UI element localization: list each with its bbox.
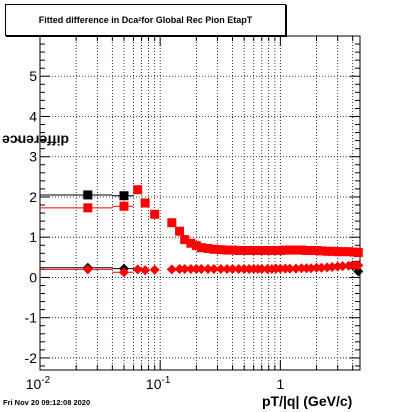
data-point-diamond — [179, 263, 190, 274]
y-axis-label-main: difference in Dca — [0, 132, 70, 148]
data-point-square — [285, 245, 295, 255]
data-point-square — [353, 247, 363, 257]
plot-frame — [39, 35, 361, 371]
data-point-square — [344, 247, 354, 257]
data-point-diamond — [306, 263, 317, 274]
data-point-diamond — [202, 263, 213, 274]
data-point-diamond — [149, 264, 160, 275]
data-point-square — [216, 245, 226, 255]
data-point-square — [140, 198, 150, 208]
data-point-square — [222, 245, 232, 255]
chart-title: Fitted difference in Dca z for Global Rec… — [5, 4, 286, 36]
data-point-square — [228, 245, 238, 255]
x-tick-label: 10-2 — [26, 375, 51, 392]
y-tick-label: 5 — [29, 68, 37, 84]
data-point-diamond — [196, 263, 207, 274]
data-point-square — [291, 245, 301, 255]
data-point-square — [119, 191, 129, 201]
data-point-square — [322, 246, 332, 256]
data-point-diamond — [118, 267, 129, 278]
data-point-diamond — [174, 263, 185, 274]
data-point-square — [83, 190, 93, 200]
data-point-square — [317, 246, 327, 256]
data-point-square — [333, 247, 343, 257]
data-point-square — [150, 209, 160, 219]
chart-title-main: Fitted difference in Dca — [38, 15, 139, 25]
data-point-square — [119, 201, 129, 211]
data-point-square — [133, 185, 143, 195]
data-point-square — [234, 245, 244, 255]
y-tick-label: 3 — [29, 149, 37, 165]
plot-frame-bg — [40, 36, 360, 370]
data-point-square — [203, 243, 213, 253]
data-point-diamond — [82, 264, 93, 275]
data-point-diamond — [353, 260, 364, 271]
data-point-square — [306, 245, 316, 255]
y-tick-label: 4 — [29, 108, 37, 124]
data-point-diamond — [132, 264, 143, 275]
data-point-diamond — [327, 261, 338, 272]
y-tick-label: 1 — [29, 229, 37, 245]
data-point-diamond — [337, 261, 348, 272]
data-point-square — [239, 245, 249, 255]
data-point-diamond — [233, 263, 244, 274]
data-point-square — [209, 244, 219, 254]
data-point-square — [167, 218, 177, 228]
data-point-square — [280, 245, 290, 255]
data-point-diamond — [291, 263, 302, 274]
data-point-diamond — [353, 266, 364, 277]
data-point-diamond — [215, 263, 226, 274]
data-point-square — [244, 245, 254, 255]
chart-title-rest: for Global Rec Pion EtapT — [141, 15, 253, 25]
data-point-square — [297, 245, 307, 255]
data-point-square — [312, 245, 322, 255]
x-axis-label: pT/|q| (GeV/c) — [262, 393, 353, 409]
data-point-diamond — [227, 263, 238, 274]
data-point-square — [257, 245, 267, 255]
data-point-diamond — [140, 265, 151, 276]
data-point-diamond — [284, 263, 295, 274]
y-tick-label: -1 — [25, 310, 38, 326]
data-point-square — [191, 241, 201, 251]
data-point-diamond — [256, 263, 267, 274]
data-point-diamond — [185, 263, 196, 274]
data-point-diamond — [166, 264, 177, 275]
data-point-square — [180, 235, 190, 245]
chart-title-sub: z — [138, 17, 142, 23]
x-tick-label: 1 — [276, 376, 284, 392]
x-tick-label: 10-1 — [146, 375, 171, 392]
data-point-square — [83, 203, 93, 213]
data-point-square — [186, 238, 196, 248]
data-point-diamond — [208, 263, 219, 274]
timestamp: Fri Nov 20 09:12:08 2020 — [3, 398, 91, 407]
data-point-diamond — [222, 263, 233, 274]
data-point-square — [327, 246, 337, 256]
y-tick-label: 0 — [29, 269, 37, 285]
data-point-square — [275, 245, 285, 255]
data-point-square — [338, 247, 348, 257]
data-point-square — [301, 245, 311, 255]
data-point-diamond — [316, 262, 327, 273]
data-point-square — [175, 226, 185, 236]
y-tick-label: 2 — [29, 189, 37, 205]
y-tick-label: -2 — [25, 350, 38, 366]
data-point-square — [196, 243, 206, 253]
